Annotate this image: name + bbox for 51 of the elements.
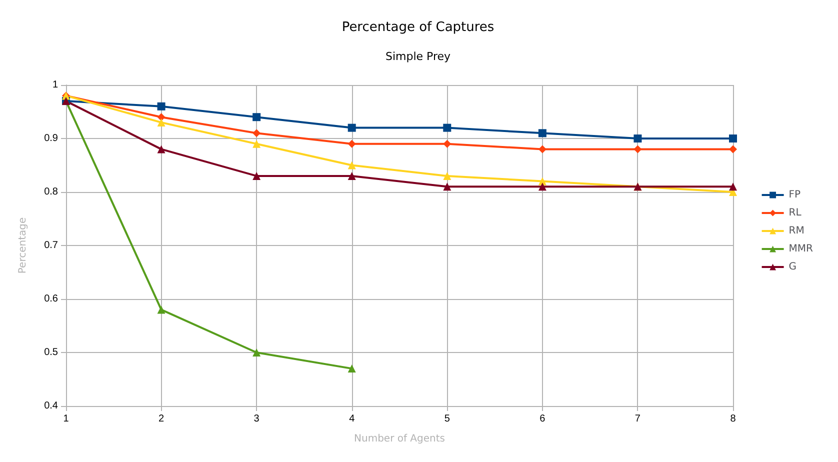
point (443, 172, 452, 180)
chart-subtitle: Simple Prey (385, 50, 452, 63)
point (157, 113, 166, 122)
point (634, 134, 642, 142)
point (252, 140, 261, 148)
y-tick-label: 1 (52, 80, 58, 90)
point (348, 140, 356, 148)
point (443, 140, 452, 148)
legend-label: FP (788, 190, 801, 200)
point (538, 145, 546, 154)
x-tick-label: 6 (540, 414, 546, 424)
point (538, 129, 546, 138)
point (348, 172, 356, 180)
y-tick-label: 0.9 (44, 133, 58, 144)
y-tick-label: 0.5 (44, 347, 58, 358)
point (252, 172, 261, 180)
y-tick-label: 0.6 (44, 294, 58, 304)
x-tick-label: 7 (634, 414, 641, 424)
x-tick-label: 5 (444, 414, 450, 424)
chart-title: Percentage of Captures (342, 20, 494, 35)
y-tick-label: 0.4 (44, 400, 58, 412)
x-tick-label: 8 (730, 414, 736, 424)
x-tick-label: 1 (63, 414, 70, 424)
point (157, 145, 166, 154)
x-tick-label: 4 (349, 414, 356, 424)
legend-label: G (788, 262, 797, 272)
point (729, 134, 737, 142)
point (348, 364, 356, 373)
point (634, 145, 642, 154)
point (443, 124, 452, 132)
point (538, 182, 546, 191)
y-tick-label: 0.7 (44, 240, 58, 251)
y-axis-title: Percentage (18, 217, 28, 274)
point (252, 348, 261, 356)
x-tick-label: 2 (158, 414, 165, 424)
y-tick-label: 0.8 (44, 186, 58, 198)
point (252, 129, 261, 138)
point (729, 145, 737, 154)
point (157, 306, 166, 314)
point (348, 161, 356, 170)
point (157, 118, 166, 126)
legend-label: RL (788, 208, 802, 218)
legend-label: RM (788, 226, 804, 236)
point (157, 102, 166, 110)
point (252, 113, 261, 122)
point (348, 124, 356, 132)
point (729, 182, 737, 191)
point (443, 182, 452, 191)
x-axis-title: Number of Agents (354, 434, 445, 444)
legend-label: MMR (788, 244, 814, 254)
x-tick-label: 3 (254, 414, 260, 424)
